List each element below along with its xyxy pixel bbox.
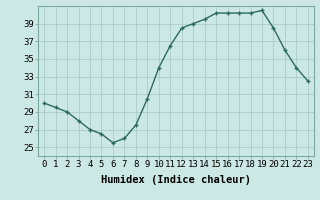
X-axis label: Humidex (Indice chaleur): Humidex (Indice chaleur) xyxy=(101,175,251,185)
